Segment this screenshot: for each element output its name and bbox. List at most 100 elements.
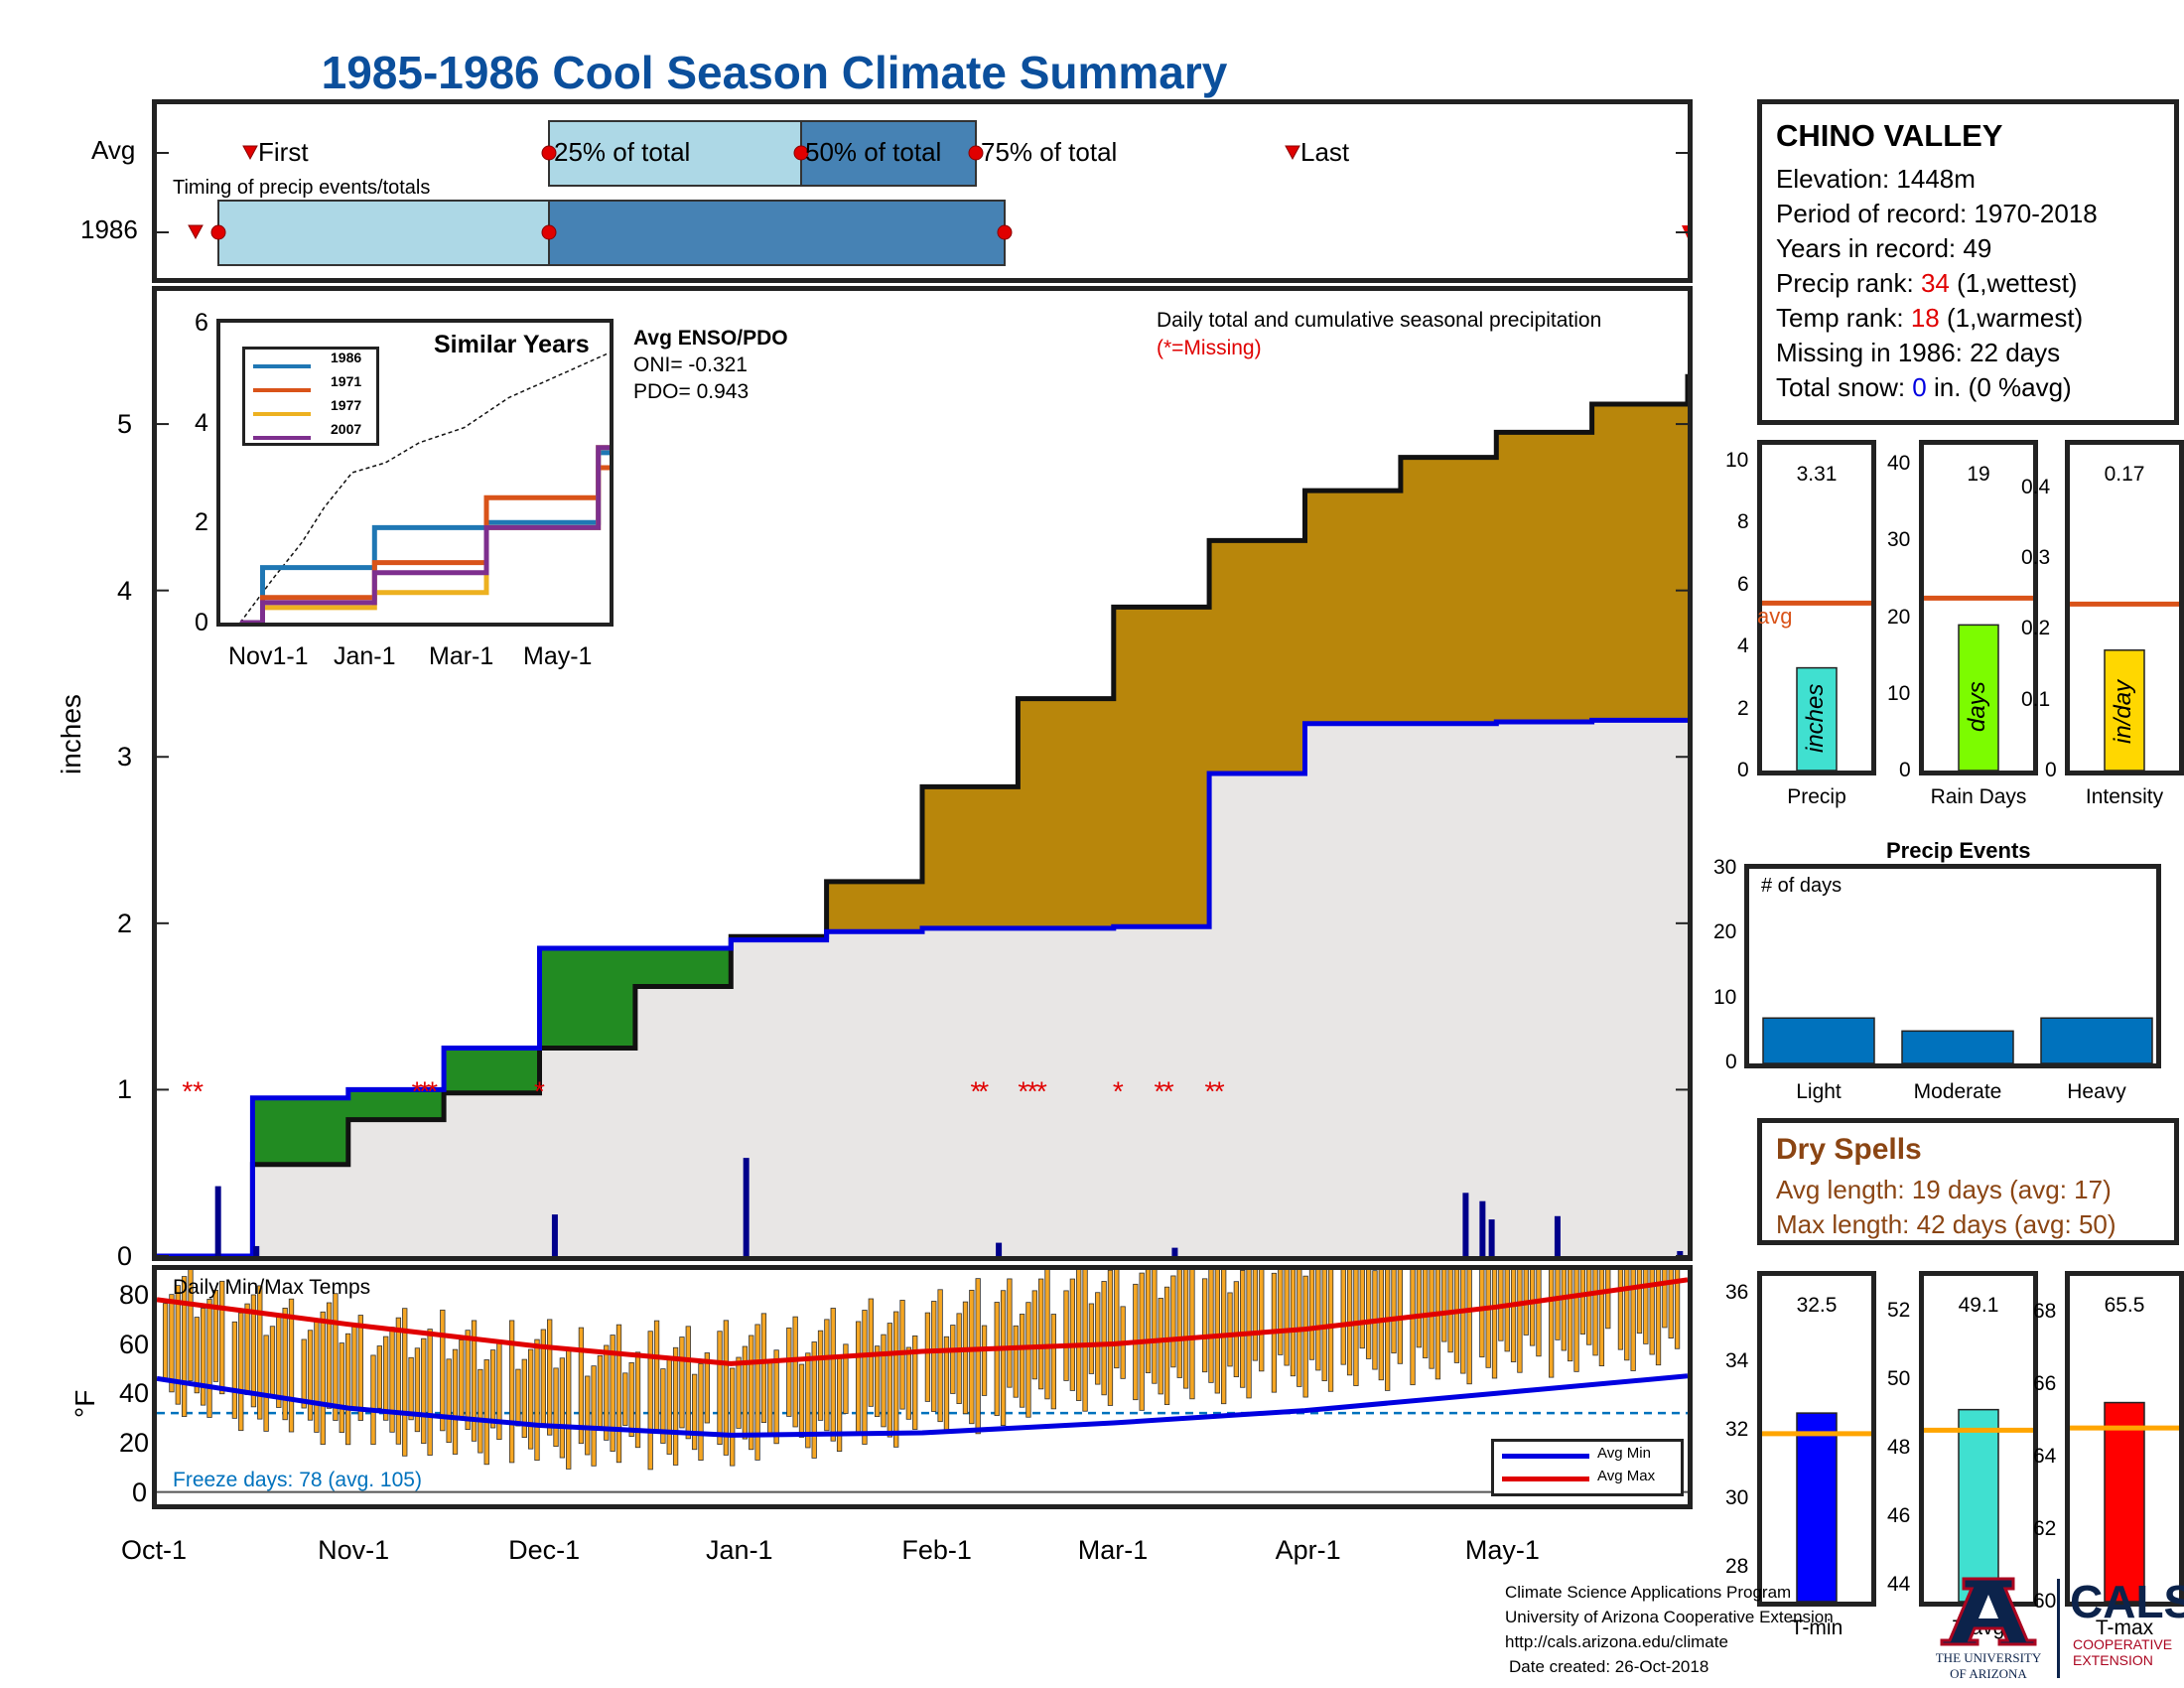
missing-star: * xyxy=(1027,1075,1038,1106)
first-marker xyxy=(242,145,258,161)
daily-temp-bar xyxy=(263,1335,269,1432)
daily-temp-bar xyxy=(881,1334,887,1428)
precip-rank: Precip rank: 34 (1,wettest) xyxy=(1776,268,2078,298)
daily-temp-bar xyxy=(276,1317,282,1408)
daily-temp-bar xyxy=(1668,1270,1674,1339)
timing-panel: First 25% of total 50% of total 75% of t… xyxy=(152,99,1693,283)
footer-line2: University of Arizona Cooperative Extens… xyxy=(1505,1608,1834,1626)
daily-temp-bar xyxy=(1208,1270,1214,1383)
daily-temp-bar xyxy=(634,1351,641,1449)
ylabel-degf: °F xyxy=(69,1389,100,1418)
inset-series-line xyxy=(240,465,610,623)
avg-p25-dot xyxy=(541,145,557,161)
daily-temp-bar xyxy=(421,1337,427,1445)
missing-star: * xyxy=(1163,1075,1174,1106)
tmax-stat-tick: 66 xyxy=(2033,1372,2057,1396)
daily-temp-bar xyxy=(162,1303,169,1380)
daily-temp-bar xyxy=(1586,1270,1592,1345)
daily-temp-bar xyxy=(1504,1270,1510,1352)
daily-temp-bar xyxy=(250,1294,257,1408)
main-ytick-label: 5 xyxy=(117,409,133,440)
daily-temp-bar xyxy=(402,1308,408,1457)
daily-temp-bar xyxy=(1050,1314,1056,1410)
inset-xtick-label: Nov1-1 xyxy=(228,642,309,670)
daily-temp-bar xyxy=(1579,1270,1586,1335)
daily-temp-bar xyxy=(615,1324,622,1464)
coop-line1: COOPERATIVE xyxy=(2073,1636,2173,1652)
daily-temp-bar xyxy=(1019,1314,1025,1408)
precip-stat-tick: 6 xyxy=(1737,572,1749,596)
daily-temp-bar xyxy=(969,1289,975,1425)
missing-star: * xyxy=(1113,1075,1124,1106)
precip-stat-label: Precip xyxy=(1787,785,1846,808)
precip-stat-tick: 0 xyxy=(1737,759,1749,781)
daily-temp-bar xyxy=(742,1345,749,1440)
daily-temp-bar xyxy=(767,1360,773,1434)
daily-temp-bar xyxy=(1674,1270,1681,1349)
daily-temp-bar xyxy=(201,1308,206,1406)
daily-temp-bar xyxy=(1573,1270,1579,1372)
tmax-stat: 65.5 xyxy=(2065,1271,2184,1607)
main-ytick-label: 2 xyxy=(117,908,133,938)
intensity-stat: 0.17 in/day xyxy=(2065,440,2184,775)
dry-title: Dry Spells xyxy=(1776,1133,1922,1166)
daily-temp-bar xyxy=(1308,1270,1315,1360)
daily-temp-bar xyxy=(887,1323,892,1438)
daily-temp-bar xyxy=(1365,1270,1372,1359)
tavg-stat-tick: 44 xyxy=(1887,1572,1911,1596)
daily-temp-bar xyxy=(736,1356,742,1429)
intensity-stat-value: 0.17 xyxy=(2104,463,2145,486)
daily-precip-bar xyxy=(1479,1200,1486,1256)
events-ytick-label: 0 xyxy=(1725,1051,1737,1073)
daily-temp-bar xyxy=(339,1342,344,1434)
daily-temp-bar xyxy=(981,1325,988,1396)
intensity-stat-unit: in/day xyxy=(2110,680,2136,745)
daily-temp-bar xyxy=(956,1313,962,1404)
daily-temp-bar xyxy=(1416,1270,1423,1348)
daily-temp-bar xyxy=(540,1329,546,1425)
daily-temp-bar xyxy=(370,1354,376,1446)
daily-temp-bar xyxy=(1290,1270,1297,1377)
precip-stat: 3.31 inches xyxy=(1757,440,1876,775)
daily-temp-bar xyxy=(1485,1270,1491,1368)
daily-temp-bar xyxy=(717,1331,723,1446)
daily-temp-bar xyxy=(1649,1270,1655,1355)
daily-temp-bar xyxy=(679,1336,685,1429)
daily-temp-bar xyxy=(188,1270,194,1381)
temps-panel: Daily Min/Max Temps Freeze days: 78 (avg… xyxy=(152,1265,1693,1509)
precip-stat-tick: 4 xyxy=(1737,634,1749,658)
precip-panel: * * * * * * * * * * * * * * * * Daily total and cumulat… xyxy=(152,286,1693,1261)
intensity-stat-tick: 0.3 xyxy=(2021,546,2051,570)
inset-xtick-label: May-1 xyxy=(523,642,593,670)
temp-ytick-label: 20 xyxy=(119,1427,150,1458)
daily-temp-bar xyxy=(760,1313,767,1424)
daily-temp-bar xyxy=(792,1316,798,1428)
daily-temp-bar xyxy=(483,1359,489,1466)
events-xtick-label: Heavy xyxy=(2067,1080,2126,1103)
daily-temp-bar xyxy=(1561,1270,1567,1351)
events-ytick-label: 10 xyxy=(1713,985,1737,1009)
footer-line1: Climate Science Applications Program xyxy=(1505,1583,1792,1602)
daily-temp-bar xyxy=(1555,1270,1561,1340)
enso-pdo: PDO= 0.943 xyxy=(633,380,750,403)
legend-2007: 2007 xyxy=(331,421,362,437)
daily-temp-bar xyxy=(672,1346,679,1466)
inset-title: Similar Years xyxy=(434,331,590,358)
tmax-stat-tick: 60 xyxy=(2033,1590,2057,1613)
daily-temp-bar xyxy=(1453,1270,1460,1363)
tmin-stat-tick: 28 xyxy=(1725,1555,1749,1579)
precip-caption: Daily total and cumulative seasonal prec… xyxy=(1157,309,1602,332)
year-light-bar xyxy=(217,200,550,266)
total-snow: Total snow: 0 in. (0 %avg) xyxy=(1776,372,2072,402)
tmax-stat-label: T-max xyxy=(2095,1617,2154,1639)
tavg-stat-value: 49.1 xyxy=(1958,1294,1999,1317)
daily-temp-bar xyxy=(628,1361,634,1438)
temp-ytick-label: 80 xyxy=(119,1279,150,1310)
daily-temp-bar xyxy=(1536,1270,1542,1357)
tmin-stat-tick: 36 xyxy=(1725,1281,1749,1305)
footer-line3: http://cals.arizona.edu/climate xyxy=(1505,1632,1728,1651)
daily-temp-bar xyxy=(1441,1270,1447,1342)
daily-temp-bar xyxy=(1170,1275,1176,1368)
legend-1971: 1971 xyxy=(331,373,362,389)
precip-avg-label: avg xyxy=(1757,604,1793,629)
